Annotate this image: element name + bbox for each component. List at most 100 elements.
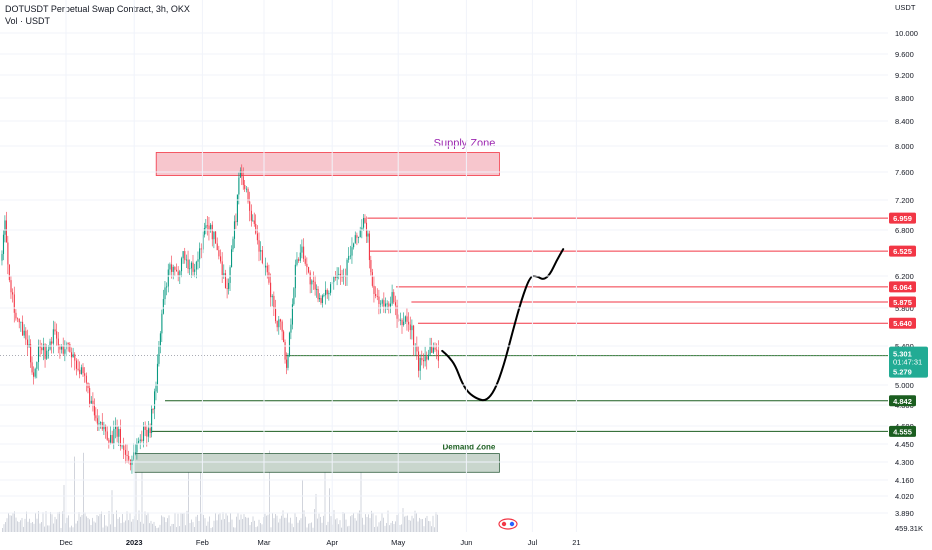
- volume-bar: [227, 515, 228, 532]
- volume-bar: [302, 479, 303, 532]
- volume-bar: [96, 514, 98, 532]
- candle-down: [12, 292, 14, 295]
- candle-down: [298, 259, 300, 261]
- volume-bar: [200, 464, 201, 532]
- candle-down: [250, 210, 252, 221]
- volume-bar: [147, 512, 149, 532]
- volume-bar: [150, 520, 152, 532]
- volume-bar: [323, 515, 324, 532]
- candle-up: [143, 425, 145, 441]
- candle-up: [296, 259, 298, 265]
- candle-up: [291, 304, 293, 325]
- candle-up: [210, 224, 212, 231]
- volume-bar: [21, 517, 23, 532]
- candle-down: [431, 346, 433, 353]
- candle-up: [349, 255, 351, 257]
- volume-bar: [180, 513, 182, 532]
- volume-bar: [39, 523, 41, 532]
- demand-zone-label: Demand Zone: [442, 443, 495, 452]
- candle-up: [380, 303, 382, 305]
- volume-bar: [194, 527, 195, 532]
- chart-title: DOTUSDT Perpetual Swap Contract, 3h, OKX: [5, 4, 190, 14]
- volume-bar: [110, 524, 111, 532]
- candle-up: [203, 228, 205, 235]
- volume-bar: [212, 527, 213, 532]
- candle-down: [51, 341, 53, 344]
- price-tag-label: 6.959: [893, 214, 912, 223]
- volume-bar: [74, 456, 75, 532]
- candle-up: [180, 258, 183, 272]
- volume-bar: [246, 517, 248, 532]
- volume-bar: [117, 518, 119, 532]
- y-tick-label: 9.600: [895, 50, 914, 59]
- candle-down: [256, 233, 258, 241]
- candle-down: [339, 273, 341, 277]
- volume-bar: [432, 515, 434, 532]
- volume-bar: [411, 515, 413, 532]
- y-tick-label: 8.400: [895, 117, 914, 126]
- volume-bar: [18, 522, 20, 532]
- candle-down: [171, 264, 173, 272]
- candle-down: [79, 369, 81, 375]
- volume-bar: [89, 519, 90, 532]
- candle-up: [245, 188, 247, 190]
- candle-up: [110, 434, 112, 443]
- candle-up: [161, 313, 163, 334]
- volume-bar: [137, 520, 138, 532]
- candle-up: [80, 367, 82, 375]
- y-tick-label: 6.200: [895, 272, 914, 281]
- volume-bars: [2, 450, 438, 532]
- idea-marker-dot: [501, 521, 507, 527]
- volume-bar: [8, 513, 9, 532]
- supply-zone-label: Supply Zone: [434, 138, 496, 150]
- candle-down: [306, 263, 308, 268]
- candle-up: [134, 452, 136, 454]
- time-axis[interactable]: Dec 2023 Feb Mar Apr May Jun Jul 21: [59, 538, 580, 547]
- candle-down: [413, 325, 415, 346]
- volume-bar: [402, 508, 404, 532]
- volume-bar: [216, 520, 218, 532]
- candle-down: [303, 246, 305, 259]
- candle-down: [235, 221, 237, 223]
- volume-bar: [57, 512, 59, 532]
- volume-bar: [93, 521, 95, 532]
- candle-up: [404, 316, 406, 322]
- candle-up: [195, 261, 197, 270]
- volume-bar: [375, 515, 377, 532]
- volume-bar: [86, 516, 87, 532]
- candle-up: [232, 238, 234, 250]
- candle-down: [409, 324, 411, 331]
- volume-bar: [225, 513, 227, 532]
- volume-bar: [387, 510, 389, 532]
- volume-bar: [425, 517, 426, 532]
- volume-bar: [341, 527, 342, 532]
- candle-down: [218, 250, 220, 257]
- price-axis[interactable]: USDT 10.000 9.600 9.200 8.800 8.400 8.000 7.600…: [895, 3, 918, 518]
- candle-down: [75, 360, 77, 369]
- volume-bar: [176, 527, 177, 532]
- candle-up: [293, 288, 295, 305]
- candle-down: [17, 318, 19, 320]
- volume-bar: [342, 511, 344, 532]
- candle-down: [152, 408, 154, 410]
- x-tick-label: Jul: [528, 538, 538, 547]
- candle-down: [418, 351, 420, 371]
- price-tag: [889, 281, 916, 293]
- volume-bar: [336, 518, 338, 532]
- candle-down: [284, 342, 286, 360]
- candle-up: [139, 439, 141, 441]
- candle-up: [330, 284, 332, 293]
- candle-up: [194, 269, 196, 272]
- y-tick-label: 4.020: [895, 492, 914, 501]
- volume-bar: [213, 520, 215, 532]
- volume-bar: [257, 526, 258, 532]
- volume-bar: [276, 515, 278, 532]
- y-tick-label: 4.450: [895, 440, 914, 449]
- candle-down: [393, 292, 395, 303]
- candle-up: [202, 234, 204, 250]
- candle-up: [367, 233, 369, 237]
- volume-bar: [20, 520, 21, 532]
- candle-down: [57, 338, 59, 346]
- candle-up: [323, 295, 325, 296]
